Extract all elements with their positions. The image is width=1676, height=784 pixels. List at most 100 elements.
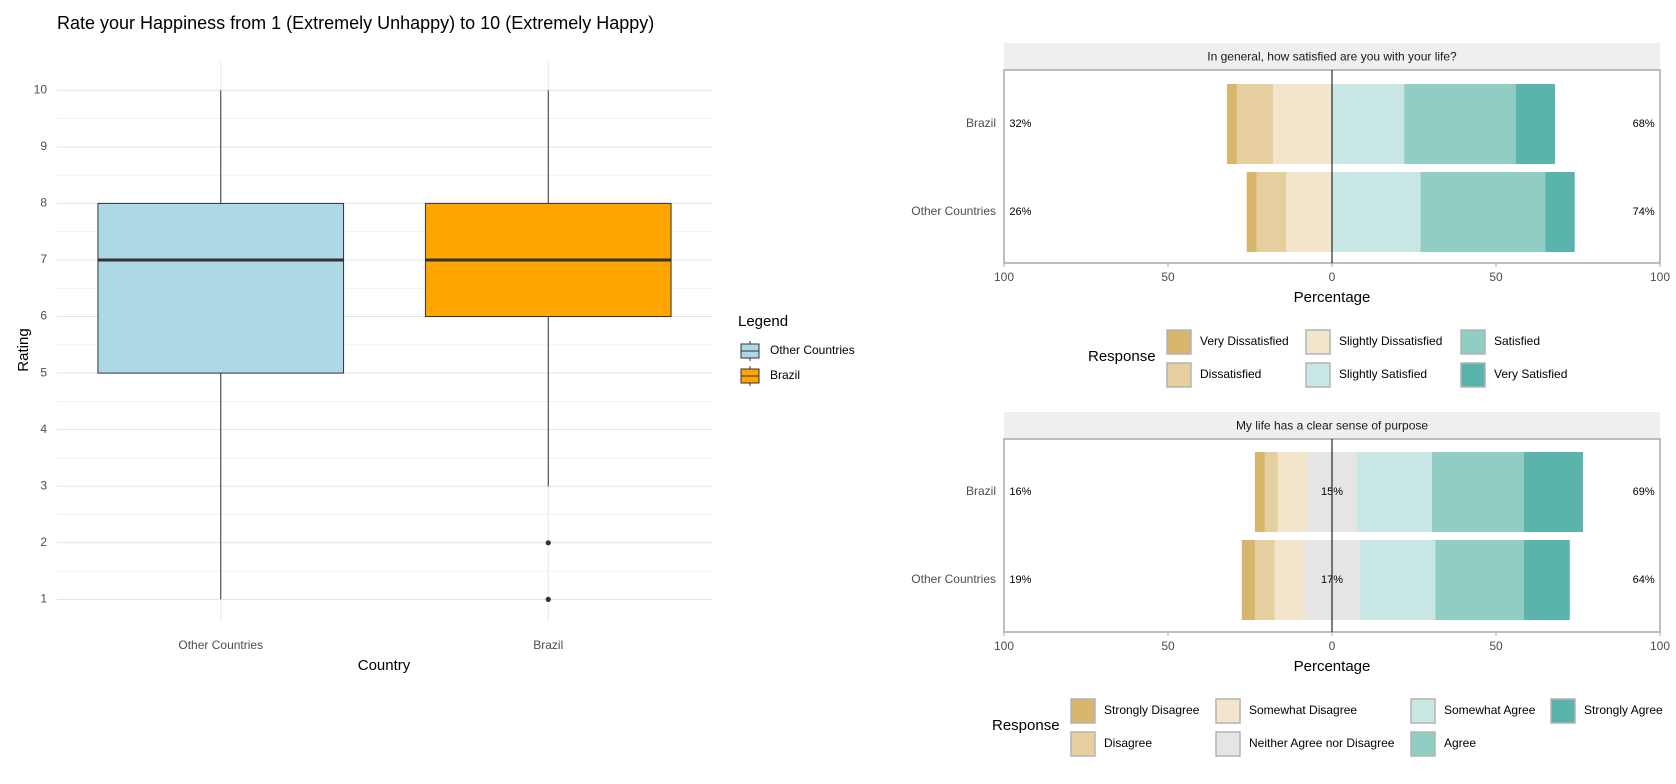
legend-key xyxy=(1166,362,1192,388)
y-tick-label: 6 xyxy=(40,309,47,323)
bar-segment xyxy=(1359,540,1436,620)
y-tick-label: 3 xyxy=(40,478,47,492)
bar-segment xyxy=(1254,452,1265,532)
row-label: Brazil xyxy=(966,484,996,498)
x-tick-label: 100 xyxy=(994,270,1014,284)
legend-label: Slightly Satisfied xyxy=(1339,367,1427,381)
legend-key xyxy=(1550,698,1576,724)
facet-title: In general, how satisfied are you with y… xyxy=(1207,50,1457,64)
facet-strip xyxy=(1004,43,1660,70)
bar-segment xyxy=(1246,172,1257,252)
percent-low-label: 16% xyxy=(1009,486,1031,498)
bar-segment xyxy=(1241,540,1255,620)
legend-label: Slightly Dissatisfied xyxy=(1339,334,1442,348)
legend-key xyxy=(1070,698,1096,724)
legend-key xyxy=(1460,329,1486,355)
percent-high-label: 69% xyxy=(1633,486,1655,498)
legend-key xyxy=(1215,731,1241,757)
legend-key xyxy=(1305,362,1331,388)
x-axis-title: Percentage xyxy=(1294,289,1371,306)
x-tick-label: 50 xyxy=(1161,639,1175,653)
legend-label: Neither Agree nor Disagree xyxy=(1249,736,1395,750)
x-tick-label: 100 xyxy=(994,639,1014,653)
bar-segment xyxy=(1523,540,1570,620)
bar-segment xyxy=(1264,452,1278,532)
row-label: Brazil xyxy=(966,116,996,130)
legend-label: Very Satisfied xyxy=(1494,367,1567,381)
legend-label: Very Dissatisfied xyxy=(1200,334,1289,348)
bar-segment xyxy=(1256,172,1287,252)
box-other-countries xyxy=(97,202,345,374)
bar-segment xyxy=(1254,540,1275,620)
percent-high-label: 68% xyxy=(1633,118,1655,130)
x-tick-label: 100 xyxy=(1650,270,1670,284)
box-outlier xyxy=(545,540,551,546)
bar-segment xyxy=(1432,452,1524,532)
y-tick-label: 2 xyxy=(40,535,47,549)
percent-low-label: 26% xyxy=(1009,206,1031,218)
box-outlier xyxy=(545,596,551,602)
x-tick-label: Brazil xyxy=(533,638,563,652)
bar-segment xyxy=(1236,84,1273,164)
percent-high-label: 64% xyxy=(1633,574,1655,586)
facet-title: My life has a clear sense of purpose xyxy=(1236,419,1428,433)
legend-label: Satisfied xyxy=(1494,334,1540,348)
row-label: Other Countries xyxy=(911,572,996,586)
x-tick-label: Other Countries xyxy=(178,638,263,652)
x-tick-label: 50 xyxy=(1489,270,1503,284)
bar-segment xyxy=(1545,172,1575,252)
y-tick-label: 1 xyxy=(40,592,47,606)
legend-label: Disagree xyxy=(1104,736,1152,750)
facet-strip xyxy=(1004,412,1660,439)
bar-segment xyxy=(1420,172,1546,252)
y-tick-label: 5 xyxy=(40,365,47,379)
bar-segment xyxy=(1274,540,1305,620)
legend-key xyxy=(1460,362,1486,388)
y-tick-label: 7 xyxy=(40,252,47,266)
legend-label: Strongly Disagree xyxy=(1104,703,1200,717)
bar-segment xyxy=(1435,540,1524,620)
bar-segment xyxy=(1404,84,1516,164)
x-tick-label: 50 xyxy=(1161,270,1175,284)
row-label: Other Countries xyxy=(911,204,996,218)
legend-title: Response xyxy=(992,717,1060,734)
percent-low-label: 19% xyxy=(1009,574,1031,586)
x-tick-label: 100 xyxy=(1650,639,1670,653)
percent-high-label: 74% xyxy=(1633,206,1655,218)
bar-segment xyxy=(1286,172,1332,252)
chart-title: Rate your Happiness from 1 (Extremely Un… xyxy=(57,13,654,33)
x-tick-label: 0 xyxy=(1329,270,1336,284)
legend-key xyxy=(1070,731,1096,757)
legend-key xyxy=(1166,329,1192,355)
bar-segment xyxy=(1332,172,1421,252)
legend-key xyxy=(1410,731,1436,757)
legend-label: Brazil xyxy=(770,368,800,382)
x-tick-label: 0 xyxy=(1329,639,1336,653)
legend-label: Somewhat Disagree xyxy=(1249,703,1357,717)
legend-label: Strongly Agree xyxy=(1584,703,1663,717)
y-axis-title: Rating xyxy=(15,328,32,371)
legend-label: Other Countries xyxy=(770,343,855,357)
legend-label: Agree xyxy=(1444,736,1476,750)
x-axis-title: Country xyxy=(358,657,411,674)
x-tick-label: 50 xyxy=(1489,639,1503,653)
legend-key xyxy=(1305,329,1331,355)
legend-title: Legend xyxy=(738,313,788,330)
legend-label: Dissatisfied xyxy=(1200,367,1261,381)
bar-segment xyxy=(1272,84,1332,164)
bar-segment xyxy=(1227,84,1237,164)
y-tick-label: 8 xyxy=(40,196,47,210)
x-axis-title: Percentage xyxy=(1294,658,1371,675)
legend-key xyxy=(1410,698,1436,724)
bar-segment xyxy=(1523,452,1583,532)
legend-label: Somewhat Agree xyxy=(1444,703,1536,717)
percent-low-label: 32% xyxy=(1009,118,1031,130)
bar-segment xyxy=(1332,84,1405,164)
legend-key xyxy=(1215,698,1241,724)
bar-segment xyxy=(1515,84,1556,164)
legend-title: Response xyxy=(1088,348,1156,365)
y-tick-label: 4 xyxy=(40,422,47,436)
bar-segment xyxy=(1356,452,1433,532)
